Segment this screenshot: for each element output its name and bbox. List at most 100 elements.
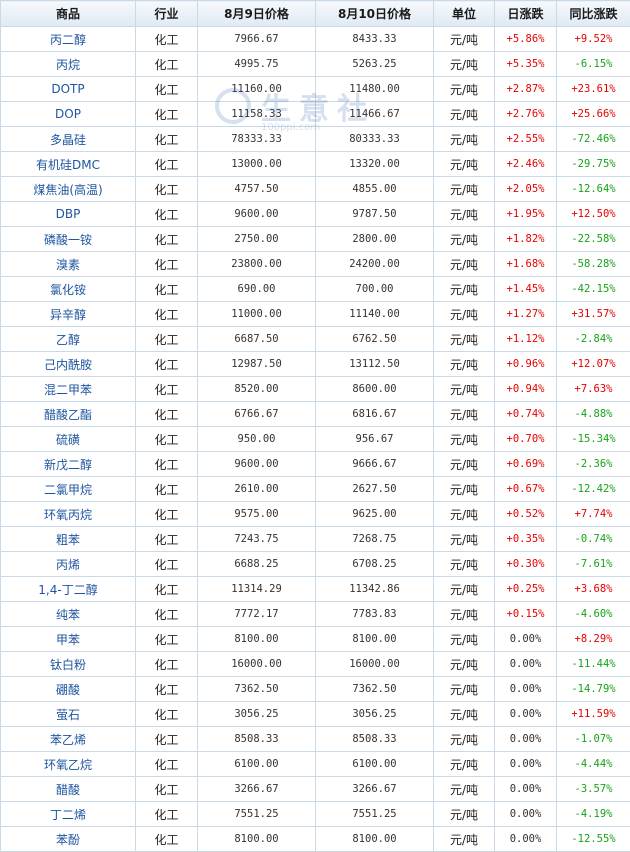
table-row: 纯苯 化工 7772.17 7783.83 元/吨 +0.15% -4.60% (0, 601, 630, 627)
commodity-name-link[interactable]: 萤石 (0, 701, 136, 727)
commodity-name-link[interactable]: 苯酚 (0, 826, 136, 852)
industry-cell: 化工 (135, 501, 198, 527)
unit-cell: 元/吨 (433, 526, 495, 552)
header-commodity: 商品 (0, 0, 136, 27)
commodity-name-link[interactable]: 氯化铵 (0, 276, 136, 302)
commodity-name-link[interactable]: 有机硅DMC (0, 151, 136, 177)
commodity-name-link[interactable]: 苯乙烯 (0, 726, 136, 752)
table-row: 混二甲苯 化工 8520.00 8600.00 元/吨 +0.94% +7.63% (0, 376, 630, 402)
unit-cell: 元/吨 (433, 201, 495, 227)
yoy-change-cell: -7.61% (556, 551, 630, 577)
commodity-name-link[interactable]: 丙烷 (0, 51, 136, 77)
price-aug10-cell: 956.67 (315, 426, 434, 452)
industry-cell: 化工 (135, 751, 198, 777)
daily-change-cell: +1.68% (494, 251, 557, 277)
commodity-name-link[interactable]: 醋酸 (0, 776, 136, 802)
price-aug9-cell: 4995.75 (197, 51, 316, 77)
commodity-name-link[interactable]: DBP (0, 201, 136, 227)
unit-cell: 元/吨 (433, 651, 495, 677)
price-aug10-cell: 8508.33 (315, 726, 434, 752)
unit-cell: 元/吨 (433, 576, 495, 602)
price-aug9-cell: 78333.33 (197, 126, 316, 152)
header-price-aug10: 8月10日价格 (315, 0, 434, 27)
price-aug10-cell: 700.00 (315, 276, 434, 302)
price-aug9-cell: 11000.00 (197, 301, 316, 327)
price-aug9-cell: 3056.25 (197, 701, 316, 727)
industry-cell: 化工 (135, 151, 198, 177)
industry-cell: 化工 (135, 401, 198, 427)
table-row: 萤石 化工 3056.25 3056.25 元/吨 0.00% +11.59% (0, 701, 630, 727)
commodity-name-link[interactable]: 粗苯 (0, 526, 136, 552)
commodity-name-link[interactable]: 甲苯 (0, 626, 136, 652)
unit-cell: 元/吨 (433, 426, 495, 452)
commodity-name-link[interactable]: DOP (0, 101, 136, 127)
header-yoy-change: 同比涨跌 (556, 0, 630, 27)
table-row: 丙烷 化工 4995.75 5263.25 元/吨 +5.35% -6.15% (0, 51, 630, 77)
commodity-name-link[interactable]: 1,4-丁二醇 (0, 576, 136, 602)
commodity-name-link[interactable]: 二氯甲烷 (0, 476, 136, 502)
price-aug10-cell: 8100.00 (315, 626, 434, 652)
daily-change-cell: 0.00% (494, 651, 557, 677)
industry-cell: 化工 (135, 726, 198, 752)
price-aug10-cell: 3266.67 (315, 776, 434, 802)
industry-cell: 化工 (135, 651, 198, 677)
commodity-name-link[interactable]: 煤焦油(高温) (0, 176, 136, 202)
commodity-name-link[interactable]: 异辛醇 (0, 301, 136, 327)
table-row: 硫磺 化工 950.00 956.67 元/吨 +0.70% -15.34% (0, 426, 630, 452)
commodity-name-link[interactable]: 硼酸 (0, 676, 136, 702)
commodity-name-link[interactable]: 环氧丙烷 (0, 501, 136, 527)
commodity-name-link[interactable]: 丙烯 (0, 551, 136, 577)
price-aug10-cell: 9666.67 (315, 451, 434, 477)
yoy-change-cell: -12.42% (556, 476, 630, 502)
daily-change-cell: +2.76% (494, 101, 557, 127)
table-row: 硼酸 化工 7362.50 7362.50 元/吨 0.00% -14.79% (0, 676, 630, 702)
yoy-change-cell: -58.28% (556, 251, 630, 277)
yoy-change-cell: +12.50% (556, 201, 630, 227)
daily-change-cell: 0.00% (494, 826, 557, 852)
price-aug9-cell: 7772.17 (197, 601, 316, 627)
commodity-name-link[interactable]: 丁二烯 (0, 801, 136, 827)
table-row: 醋酸 化工 3266.67 3266.67 元/吨 0.00% -3.57% (0, 776, 630, 802)
price-aug9-cell: 7243.75 (197, 526, 316, 552)
unit-cell: 元/吨 (433, 476, 495, 502)
yoy-change-cell: +3.68% (556, 576, 630, 602)
commodity-name-link[interactable]: 磷酸一铵 (0, 226, 136, 252)
commodity-name-link[interactable]: 丙二醇 (0, 26, 136, 52)
commodity-name-link[interactable]: 混二甲苯 (0, 376, 136, 402)
unit-cell: 元/吨 (433, 701, 495, 727)
commodity-name-link[interactable]: 钛白粉 (0, 651, 136, 677)
price-aug9-cell: 8508.33 (197, 726, 316, 752)
commodity-name-link[interactable]: DOTP (0, 76, 136, 102)
price-aug10-cell: 11480.00 (315, 76, 434, 102)
commodity-name-link[interactable]: 己内酰胺 (0, 351, 136, 377)
commodity-name-link[interactable]: 新戊二醇 (0, 451, 136, 477)
price-aug9-cell: 3266.67 (197, 776, 316, 802)
unit-cell: 元/吨 (433, 376, 495, 402)
daily-change-cell: +0.35% (494, 526, 557, 552)
daily-change-cell: +2.46% (494, 151, 557, 177)
commodity-name-link[interactable]: 乙醇 (0, 326, 136, 352)
industry-cell: 化工 (135, 526, 198, 552)
commodity-name-link[interactable]: 溴素 (0, 251, 136, 277)
unit-cell: 元/吨 (433, 826, 495, 852)
daily-change-cell: +0.96% (494, 351, 557, 377)
table-row: 苯乙烯 化工 8508.33 8508.33 元/吨 0.00% -1.07% (0, 726, 630, 752)
daily-change-cell: 0.00% (494, 626, 557, 652)
commodity-name-link[interactable]: 环氧乙烷 (0, 751, 136, 777)
commodity-name-link[interactable]: 多晶硅 (0, 126, 136, 152)
daily-change-cell: 0.00% (494, 676, 557, 702)
daily-change-cell: 0.00% (494, 776, 557, 802)
yoy-change-cell: -29.75% (556, 151, 630, 177)
price-aug10-cell: 11342.86 (315, 576, 434, 602)
unit-cell: 元/吨 (433, 401, 495, 427)
commodity-name-link[interactable]: 纯苯 (0, 601, 136, 627)
price-aug9-cell: 2610.00 (197, 476, 316, 502)
commodity-name-link[interactable]: 硫磺 (0, 426, 136, 452)
table-row: 醋酸乙酯 化工 6766.67 6816.67 元/吨 +0.74% -4.88% (0, 401, 630, 427)
commodity-name-link[interactable]: 醋酸乙酯 (0, 401, 136, 427)
price-aug9-cell: 8100.00 (197, 826, 316, 852)
price-aug10-cell: 7551.25 (315, 801, 434, 827)
price-aug10-cell: 8600.00 (315, 376, 434, 402)
price-aug9-cell: 13000.00 (197, 151, 316, 177)
header-price-aug9: 8月9日价格 (197, 0, 316, 27)
